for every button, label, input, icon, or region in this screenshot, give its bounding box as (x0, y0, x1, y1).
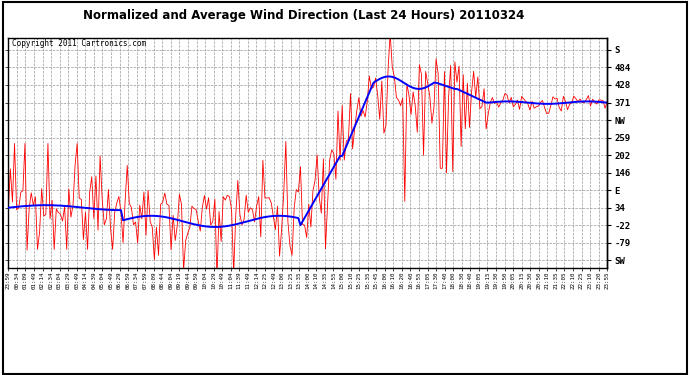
Text: 14:35: 14:35 (322, 272, 327, 290)
Text: 16:40: 16:40 (408, 272, 413, 290)
Text: 03:04: 03:04 (57, 272, 62, 290)
Text: 17:30: 17:30 (433, 272, 439, 290)
Text: 20:05: 20:05 (511, 272, 515, 290)
Text: 02:34: 02:34 (48, 272, 54, 290)
Text: 19:15: 19:15 (485, 272, 490, 290)
Text: 10:49: 10:49 (219, 272, 225, 290)
Text: 13:00: 13:00 (279, 272, 284, 290)
Text: 08:09: 08:09 (151, 272, 156, 290)
Text: 16:20: 16:20 (400, 272, 404, 290)
Text: 03:49: 03:49 (75, 272, 79, 290)
Text: 05:49: 05:49 (108, 272, 113, 290)
Text: 06:59: 06:59 (126, 272, 130, 290)
Text: 22:10: 22:10 (571, 272, 575, 290)
Text: 11:49: 11:49 (246, 272, 250, 290)
Text: 11:39: 11:39 (237, 272, 241, 290)
Text: 09:04: 09:04 (168, 272, 173, 290)
Text: 08:44: 08:44 (160, 272, 165, 290)
Text: 23:20: 23:20 (596, 272, 601, 290)
Text: 19:50: 19:50 (502, 272, 507, 290)
Text: 01:49: 01:49 (32, 272, 37, 290)
Text: 09:59: 09:59 (194, 272, 199, 290)
Text: 09:44: 09:44 (186, 272, 190, 290)
Text: 10:04: 10:04 (203, 272, 208, 290)
Text: 07:59: 07:59 (143, 272, 148, 290)
Text: Normalized and Average Wind Direction (Last 24 Hours) 20110324: Normalized and Average Wind Direction (L… (83, 9, 524, 22)
Text: 20:50: 20:50 (536, 272, 541, 290)
Text: 16:55: 16:55 (417, 272, 422, 290)
Text: 14:55: 14:55 (331, 272, 336, 290)
Text: 15:00: 15:00 (339, 272, 344, 290)
Text: 14:00: 14:00 (305, 272, 310, 290)
Text: 21:35: 21:35 (553, 272, 558, 290)
Text: 17:40: 17:40 (442, 272, 447, 290)
Text: 19:05: 19:05 (476, 272, 482, 290)
Text: 04:14: 04:14 (83, 272, 88, 290)
Text: 22:05: 22:05 (562, 272, 567, 290)
Text: Copyright 2011 Cartronics.com: Copyright 2011 Cartronics.com (12, 39, 146, 48)
Text: 02:14: 02:14 (40, 272, 45, 290)
Text: 15:10: 15:10 (348, 272, 353, 290)
Text: 18:30: 18:30 (460, 272, 464, 290)
Text: 09:19: 09:19 (177, 272, 182, 290)
Text: 15:45: 15:45 (374, 272, 379, 290)
Text: 12:14: 12:14 (254, 272, 259, 290)
Text: 10:29: 10:29 (211, 272, 216, 290)
Text: 11:04: 11:04 (228, 272, 233, 290)
Text: 13:35: 13:35 (297, 272, 302, 290)
Text: 12:25: 12:25 (262, 272, 268, 290)
Text: 23:59: 23:59 (6, 272, 11, 290)
Text: 18:40: 18:40 (468, 272, 473, 290)
Text: 13:25: 13:25 (288, 272, 293, 290)
Text: 23:10: 23:10 (588, 272, 593, 290)
Text: 00:34: 00:34 (14, 272, 19, 290)
Text: 16:10: 16:10 (391, 272, 396, 290)
Text: 03:29: 03:29 (66, 272, 70, 290)
Text: 12:49: 12:49 (271, 272, 276, 290)
Text: 20:15: 20:15 (519, 272, 524, 290)
Text: 19:30: 19:30 (493, 272, 498, 290)
Text: 07:34: 07:34 (134, 272, 139, 290)
Text: 21:10: 21:10 (545, 272, 550, 290)
Text: 15:25: 15:25 (357, 272, 362, 290)
Text: 01:09: 01:09 (23, 272, 28, 290)
Text: 16:00: 16:00 (382, 272, 387, 290)
Text: 14:10: 14:10 (314, 272, 319, 290)
Text: 22:25: 22:25 (579, 272, 584, 290)
Text: 05:04: 05:04 (100, 272, 105, 290)
Text: 06:29: 06:29 (117, 272, 122, 290)
Text: 18:00: 18:00 (451, 272, 455, 290)
Text: 23:55: 23:55 (604, 272, 610, 290)
Text: 15:35: 15:35 (365, 272, 370, 290)
Text: 17:05: 17:05 (425, 272, 430, 290)
Text: 04:39: 04:39 (91, 272, 97, 290)
Text: 20:30: 20:30 (528, 272, 533, 290)
